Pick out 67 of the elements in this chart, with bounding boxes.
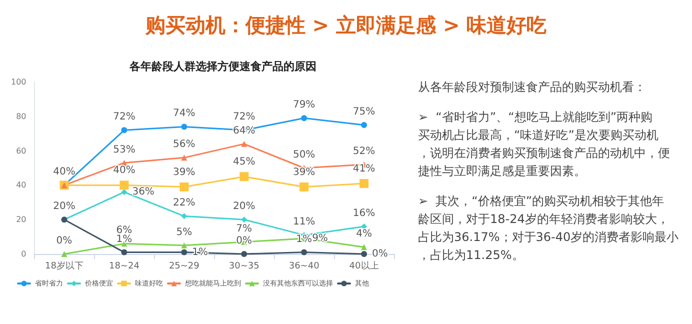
- point: [181, 242, 188, 248]
- data-label: 20%: [53, 201, 76, 212]
- data-label: 20%: [232, 201, 256, 212]
- point: [181, 154, 188, 161]
- data-label: 40%: [53, 166, 76, 178]
- data-label: 0%: [56, 236, 72, 246]
- point: [301, 249, 308, 256]
- data-label: 7%: [236, 223, 252, 234]
- point: [180, 182, 189, 192]
- text: ➢ 其次，“价格便宜”的购买动机相较于其他年龄区间，对于18-24岁的年轻消费者影响较大，占比为36.17%；对于36-40岁的消费者影响最小，占比为11.25%。: [418, 194, 679, 262]
- point: [361, 122, 368, 128]
- y-tick-label: 20: [16, 215, 26, 224]
- point: [301, 115, 308, 122]
- x-tick-label: 30~35: [228, 262, 260, 272]
- x-tick-label: 36~40: [288, 262, 320, 272]
- data-label: 56%: [173, 139, 196, 150]
- data-label: 45%: [232, 156, 256, 168]
- point: [361, 251, 368, 257]
- y-tick-label: 100: [10, 78, 26, 86]
- data-label: 50%: [292, 150, 316, 160]
- data-label: 11%: [292, 216, 316, 228]
- data-label: 16%: [352, 208, 376, 219]
- data-label: 72%: [232, 112, 256, 123]
- x-tick-label: 18~24: [108, 262, 140, 272]
- y-tick-label: 40: [16, 180, 26, 190]
- x-tick-label: 18岁以下: [45, 260, 84, 272]
- point: [181, 213, 188, 220]
- data-label: 22%: [173, 198, 196, 209]
- data-label: 36%: [132, 186, 154, 198]
- data-label: 40%: [113, 165, 136, 176]
- chart-title: 购买动机：便捷性 > 立即满足感 > 味道好吃: [144, 13, 547, 37]
- data-label: 41%: [352, 163, 376, 174]
- point: [361, 223, 368, 230]
- point: [241, 216, 248, 223]
- point: [121, 127, 128, 134]
- text: ➢ “省时省力”、“想吃马上就能吃到”两种购买动机占比最高，“味道好吃”是次要购买动机，说明在消费者购买预制速食产品的动机中，便捷性与立即满足感是重要因素。: [418, 110, 670, 178]
- data-label: 79%: [292, 100, 316, 111]
- y-tick-label: 0: [21, 250, 26, 258]
- point: [241, 251, 248, 257]
- y-tick-label: 80: [16, 112, 26, 121]
- point: [361, 244, 368, 250]
- data-label: 4%: [356, 228, 372, 240]
- data-label: 39%: [292, 166, 316, 178]
- point: [181, 124, 188, 130]
- data-label: 39%: [173, 166, 196, 178]
- x-tick-label: 25~29: [168, 262, 200, 272]
- data-label: 74%: [173, 108, 196, 120]
- text: 从各年龄段对预制速食产品的购买动机看：: [418, 80, 646, 94]
- data-label: 0%: [372, 248, 388, 260]
- point: [121, 189, 128, 196]
- data-label: 72%: [113, 112, 136, 123]
- point: [300, 182, 309, 192]
- point: [120, 180, 129, 190]
- data-label: 5%: [176, 226, 192, 238]
- x-tick-label: 40以上: [349, 260, 379, 272]
- point: [360, 178, 369, 188]
- point: [181, 249, 188, 256]
- point: [121, 249, 128, 256]
- data-label: 53%: [113, 144, 136, 156]
- y-tick-label: 60: [16, 146, 26, 156]
- point: [241, 140, 248, 147]
- data-label: 52%: [352, 146, 376, 158]
- point: [61, 251, 68, 257]
- point: [240, 172, 249, 182]
- data-label: 1%: [116, 234, 132, 245]
- data-label: 75%: [352, 106, 376, 118]
- chart-subtitle: 各年龄段人群选择方便速食产品的原因: [128, 60, 316, 73]
